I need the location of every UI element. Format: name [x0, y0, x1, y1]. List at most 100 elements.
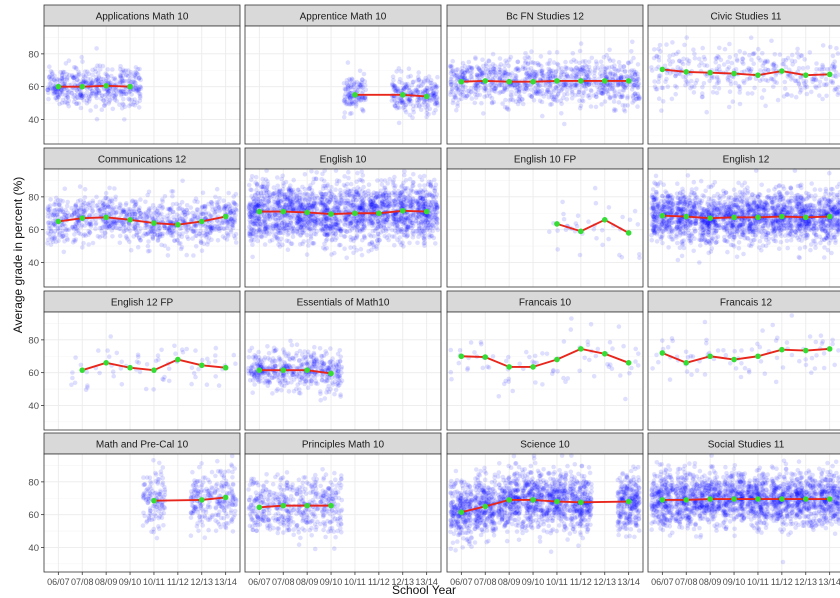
data-point	[379, 178, 384, 183]
data-point	[354, 235, 359, 241]
plot-background	[44, 26, 240, 144]
data-point	[734, 57, 740, 62]
data-point	[503, 97, 508, 103]
data-point	[416, 77, 422, 83]
data-point	[129, 92, 134, 97]
data-point	[52, 91, 57, 96]
mean-point	[731, 70, 737, 77]
data-point	[616, 59, 622, 65]
data-point	[664, 42, 669, 47]
data-point	[81, 207, 87, 213]
data-point	[53, 199, 58, 205]
data-point	[90, 67, 95, 73]
data-point	[49, 76, 54, 81]
data-point	[656, 96, 662, 101]
data-point	[71, 65, 77, 70]
data-point	[347, 85, 353, 91]
data-point	[105, 74, 111, 80]
data-point	[254, 182, 260, 187]
data-point	[361, 97, 366, 103]
data-point	[107, 97, 113, 103]
data-point	[136, 207, 141, 212]
data-point	[785, 55, 791, 61]
data-point	[563, 59, 568, 65]
data-point	[106, 88, 112, 94]
data-point	[548, 102, 553, 107]
data-point	[47, 81, 53, 87]
data-point	[342, 98, 347, 103]
data-point	[349, 82, 354, 87]
data-point	[105, 73, 110, 79]
mean-point	[103, 83, 109, 89]
data-point	[86, 99, 92, 104]
data-point	[76, 230, 82, 236]
data-point	[54, 89, 60, 95]
data-point	[137, 86, 142, 92]
data-point	[121, 70, 126, 75]
data-point	[625, 95, 630, 101]
data-point	[390, 82, 395, 88]
data-point	[90, 80, 95, 86]
facet-panel: English 10	[244, 147, 442, 288]
data-point	[432, 84, 438, 89]
data-point	[277, 244, 283, 249]
data-point	[717, 45, 722, 51]
data-point	[113, 88, 119, 93]
data-point	[127, 88, 133, 94]
data-point	[174, 212, 180, 217]
data-point	[130, 102, 136, 107]
data-point	[60, 97, 66, 103]
data-point	[127, 89, 132, 95]
data-point	[195, 199, 200, 205]
data-point	[360, 95, 365, 100]
data-point	[528, 71, 534, 76]
data-point	[53, 95, 58, 101]
data-point	[118, 73, 123, 79]
data-point	[169, 205, 174, 211]
data-point	[47, 73, 53, 78]
data-point	[47, 64, 52, 69]
data-point	[403, 178, 409, 183]
data-point	[308, 231, 314, 237]
data-point	[656, 76, 662, 81]
data-point	[71, 75, 76, 80]
data-point	[402, 104, 407, 110]
data-point	[80, 59, 85, 64]
data-point	[371, 193, 377, 198]
data-point	[490, 51, 496, 57]
data-point	[817, 93, 822, 98]
data-point	[133, 80, 138, 86]
data-point	[261, 184, 266, 190]
data-point	[789, 93, 794, 98]
data-point	[618, 94, 624, 100]
data-point	[265, 179, 270, 184]
data-point	[349, 99, 355, 104]
data-point	[362, 95, 368, 101]
data-point	[407, 97, 413, 102]
data-point	[65, 95, 70, 100]
data-point	[500, 101, 505, 106]
data-point	[145, 249, 151, 254]
data-point	[99, 76, 104, 82]
data-point	[727, 41, 732, 47]
data-point	[636, 96, 642, 102]
data-point	[62, 100, 68, 105]
data-point	[93, 69, 98, 74]
data-point	[138, 77, 143, 83]
data-point	[86, 242, 91, 247]
data-point	[689, 78, 694, 84]
data-point	[402, 86, 407, 92]
data-point	[346, 84, 351, 89]
data-point	[634, 78, 639, 84]
data-point	[59, 78, 65, 84]
data-point	[95, 76, 100, 82]
data-point	[101, 103, 107, 109]
data-point	[137, 91, 143, 97]
data-point	[358, 246, 364, 252]
data-point	[407, 97, 412, 102]
mean-point	[601, 78, 608, 84]
data-point	[360, 89, 366, 94]
data-point	[551, 87, 556, 92]
data-point	[348, 220, 354, 226]
